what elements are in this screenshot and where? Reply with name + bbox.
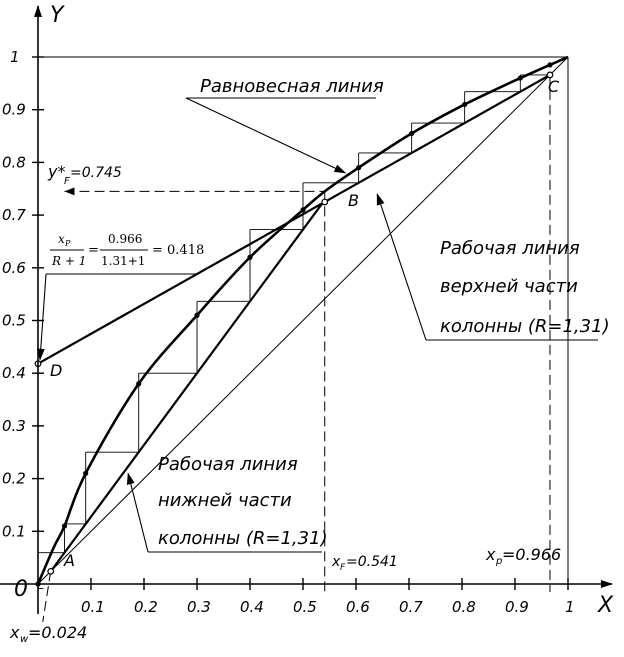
x-tick-label: 0.2 <box>134 598 158 616</box>
xw-sub: w <box>20 634 29 645</box>
formula-num-mid: 0.966 <box>108 232 142 246</box>
xf-label: x F =0.541 <box>331 554 398 573</box>
point-c-marker <box>546 71 554 79</box>
point-a-label: A <box>63 551 75 570</box>
formula-num-left-sub: P <box>64 239 71 248</box>
y-tick-label: 1 <box>10 48 20 66</box>
y-tick-label: 0.4 <box>2 364 26 382</box>
yf-star-symbol: y* <box>47 162 65 181</box>
equilibrium-point <box>194 312 200 318</box>
xp-label: x p =0.966 <box>485 545 561 567</box>
upper-line-label-2: верхней части <box>440 276 578 297</box>
xp-value: =0.966 <box>502 545 561 564</box>
xf-sub: F <box>340 563 346 573</box>
lower-line-label-2: нижней части <box>158 490 292 511</box>
equilibrium-point <box>409 130 415 137</box>
point-c-label: C <box>548 77 560 96</box>
equilibrium-points <box>34 62 554 587</box>
xp-sub: p <box>495 556 502 567</box>
equilibrium-curve-group <box>36 55 569 585</box>
yf-guide-arrowhead <box>64 187 75 196</box>
y-tick-label: 0.9 <box>2 101 26 119</box>
upper-line-label-3: колонны (R=1,31) <box>440 316 610 337</box>
x-tick-label: 1 <box>565 598 575 616</box>
formula-callout-arrow <box>36 273 47 361</box>
lower-operating-line <box>49 199 326 573</box>
origin-label: 0 <box>14 577 28 602</box>
x-tick-label: 0.9 <box>505 598 529 616</box>
equilibrium-point <box>300 207 306 213</box>
x-tick-label: 0.6 <box>346 598 370 616</box>
equilibrium-point <box>547 62 553 68</box>
point-d-label: D <box>50 361 62 380</box>
xf-value: =0.541 <box>346 554 398 570</box>
xw-value: =0.024 <box>28 623 87 642</box>
point-b-marker <box>321 198 329 206</box>
y-tick-label: 0.7 <box>2 206 26 224</box>
equilibrium-point <box>61 523 68 529</box>
y-tick-label: 0.3 <box>2 417 26 435</box>
axes <box>0 5 613 614</box>
callouts <box>36 97 598 553</box>
xw-guide <box>42 571 52 623</box>
yf-star-value: =0.745 <box>70 165 122 181</box>
formula-den-left: R + 1 <box>51 254 86 268</box>
xp-symbol: x <box>485 545 496 564</box>
formula-result: = 0.418 <box>152 243 204 258</box>
x-tick-label: 0.4 <box>240 598 264 616</box>
y-tick-label: 0.8 <box>2 153 26 171</box>
x-tick-label: 0.1 <box>81 598 105 616</box>
formula-num-left: x <box>58 232 65 246</box>
point-a-marker <box>47 567 55 575</box>
equilibrium-point <box>356 165 362 171</box>
xw-symbol: x <box>9 623 20 642</box>
equilibrium-point <box>83 470 89 476</box>
lower-line-label-3: колонны (R=1,31) <box>158 528 328 549</box>
equilibrium-label: Равновесная линия <box>200 76 384 97</box>
x-tick-label: 0.7 <box>399 598 423 616</box>
intercept-formula: x P R + 1 = 0.966 1.31+1 = 0.418 <box>50 232 204 268</box>
xw-label: x w =0.024 <box>9 623 87 645</box>
y-axis-label: Y <box>50 3 65 28</box>
yf-star-sub: F <box>64 176 70 187</box>
y-tick-label: 0.5 <box>2 312 26 330</box>
equilibrium-curve <box>36 55 569 585</box>
x-axis-label: X <box>597 593 614 618</box>
stage-steps <box>37 74 550 590</box>
upper-callout-arrow <box>376 193 427 341</box>
formula-eq-1: = <box>88 243 99 258</box>
upper-line-construction <box>37 201 325 365</box>
ticks: 0.1 0.2 0.3 0.4 0.5 0.6 0.7 0.8 0.9 1 0.1 0.2 0.3 0.4… <box>2 48 575 616</box>
y-tick-label: 0.2 <box>2 470 26 488</box>
upper-line-label-1: Рабочая линия <box>440 238 580 259</box>
equilibrium-point <box>462 101 468 108</box>
equilibrium-callout-arrow <box>185 97 347 174</box>
x-tick-label: 0.3 <box>187 598 211 616</box>
y-tick-label: 0.6 <box>2 259 26 277</box>
y-tick-label: 0.1 <box>2 522 26 540</box>
yf-star-label: y* F =0.745 <box>47 162 122 187</box>
equilibrium-point <box>517 75 523 81</box>
equilibrium-point <box>247 254 253 260</box>
lower-callout-arrow <box>126 472 149 553</box>
diagonal-line <box>37 56 569 585</box>
frame-lines <box>38 56 569 584</box>
formula-den-mid: 1.31+1 <box>101 254 145 268</box>
x-tick-label: 0.8 <box>452 598 476 616</box>
dashed-guides <box>42 74 551 623</box>
equilibrium-point <box>136 381 142 387</box>
x-tick-label: 0.5 <box>293 598 317 616</box>
xf-symbol: x <box>331 554 341 570</box>
lower-line-label-1: Рабочая линия <box>158 454 298 475</box>
point-b-label: B <box>348 191 359 210</box>
